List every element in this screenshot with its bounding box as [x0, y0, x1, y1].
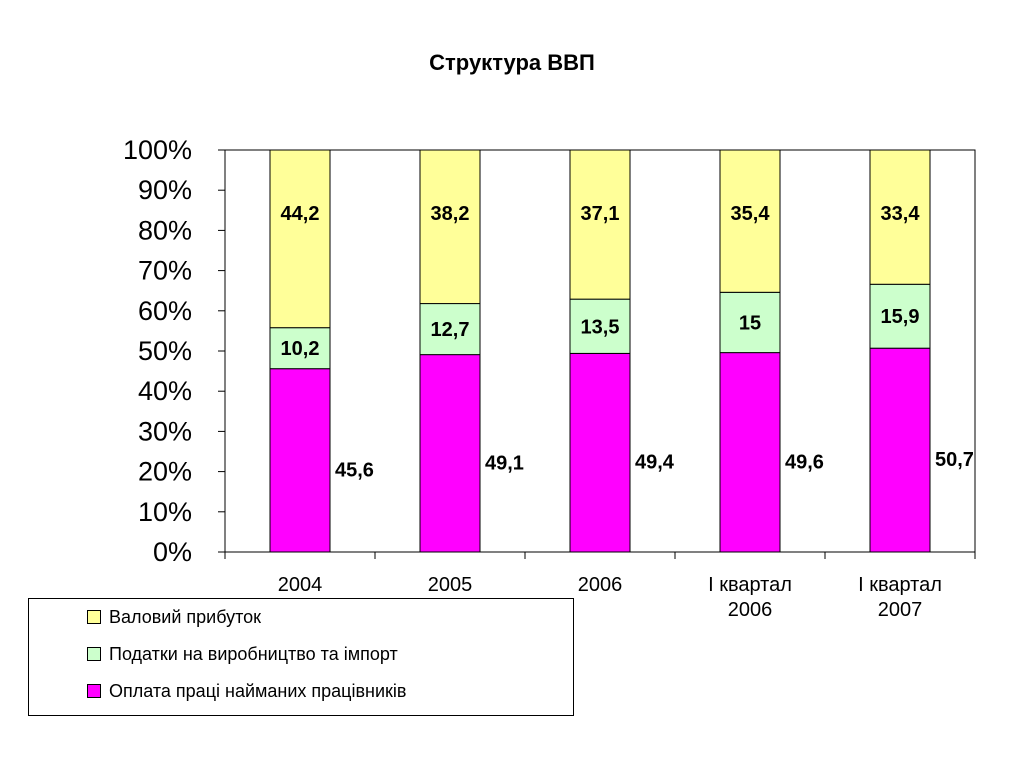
- data-label: 49,4: [635, 452, 675, 474]
- data-label: 13,5: [581, 316, 620, 338]
- data-label: 15,9: [881, 306, 920, 328]
- x-tick-label: 2006: [578, 574, 623, 596]
- bar-segment: [419, 303, 481, 356]
- legend-swatch: [87, 647, 101, 661]
- legend-label: Валовий прибуток: [109, 606, 262, 627]
- y-tick-label: 10%: [138, 497, 192, 527]
- bar-segment: [719, 149, 781, 293]
- data-label: 45,6: [335, 459, 374, 481]
- y-tick-label: 30%: [138, 416, 192, 446]
- y-tick-label: 50%: [138, 336, 192, 366]
- chart-title: Структура ВВП: [429, 50, 595, 75]
- y-tick-label: 60%: [138, 296, 192, 326]
- bar-segment: [269, 327, 331, 370]
- bar-segment: [419, 149, 481, 305]
- bar-segment: [269, 368, 331, 553]
- x-tick-label: 2005: [428, 574, 473, 596]
- y-tick-label: 0%: [153, 537, 192, 567]
- legend-swatch: [87, 610, 101, 624]
- data-label: 50,7: [935, 449, 974, 471]
- legend-swatch: [87, 684, 101, 698]
- x-tick-label: І квартал 2007: [858, 574, 942, 621]
- chart-legend: Валовий прибуток Податки на виробництво т…: [28, 598, 574, 716]
- y-tick-label: 80%: [138, 215, 192, 245]
- data-label: 49,1: [485, 452, 524, 474]
- data-label: 37,1: [581, 203, 620, 225]
- data-label: 15: [739, 312, 761, 334]
- data-label: 44,2: [281, 203, 320, 225]
- legend-item: Податки на виробництво та імпорт: [87, 644, 398, 664]
- bar-segment: [869, 347, 931, 553]
- bar-segment: [719, 291, 781, 354]
- data-label: 38,2: [431, 203, 470, 225]
- x-tick-label: 2004: [278, 574, 323, 596]
- legend-label: Податки на виробництво та імпорт: [109, 643, 398, 664]
- y-tick-label: 100%: [123, 135, 192, 165]
- y-tick-label: 40%: [138, 376, 192, 406]
- y-tick-label: 20%: [138, 457, 192, 487]
- legend-item: Валовий прибуток: [87, 607, 261, 627]
- data-label: 33,4: [881, 203, 921, 225]
- data-label: 10,2: [281, 338, 320, 360]
- legend-item: Оплата праці найманих працівників: [87, 681, 406, 701]
- bar-segment: [869, 149, 931, 285]
- data-label: 35,4: [731, 203, 771, 225]
- bar-segment: [719, 352, 781, 553]
- data-label: 49,6: [785, 451, 824, 473]
- y-tick-label: 70%: [138, 256, 192, 286]
- x-tick-label: І квартал 2006: [708, 574, 792, 621]
- bar-segment: [269, 149, 331, 329]
- legend-label: Оплата праці найманих працівників: [109, 680, 407, 701]
- bar-segment: [569, 352, 631, 553]
- bar-segment: [569, 149, 631, 300]
- bar-segment: [419, 354, 481, 553]
- y-tick-label: 90%: [138, 175, 192, 205]
- data-label: 12,7: [431, 319, 470, 341]
